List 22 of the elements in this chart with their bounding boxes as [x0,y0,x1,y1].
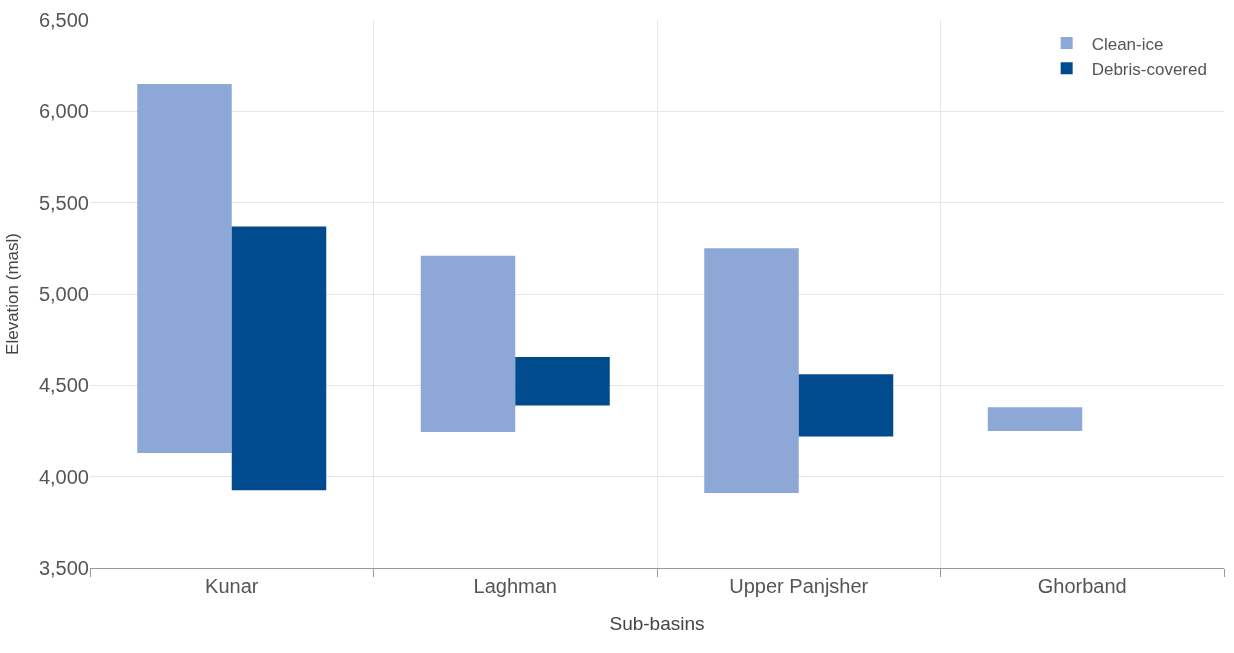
bar [137,83,232,453]
bar [987,407,1083,431]
y-tick-label: 5,000 [38,283,89,305]
bar [231,226,327,491]
x-axis-title: Sub-basins [609,612,705,634]
y-tick-label: 4,500 [38,374,89,397]
y-tick-label: 6,500 [38,9,89,31]
x-tick-label: Upper Panjsher [729,575,869,597]
x-tick-label: Ghorband [1037,575,1127,597]
x-tick-label: Kunar [205,575,259,597]
bar [704,248,799,494]
legend-label: Clean-ice [1091,34,1164,54]
legend-label: Debris-covered [1091,59,1207,79]
y-tick-label: 4,000 [38,465,89,488]
y-tick-label: 3,500 [38,557,89,579]
bar [515,357,610,406]
bar [420,255,516,432]
y-tick-label: 6,000 [38,100,89,123]
bar [798,374,894,437]
y-axis-title: Elevation (masl) [3,233,23,355]
y-tick-label: 5,500 [38,191,89,214]
x-tick-label: Laghman [473,575,557,597]
